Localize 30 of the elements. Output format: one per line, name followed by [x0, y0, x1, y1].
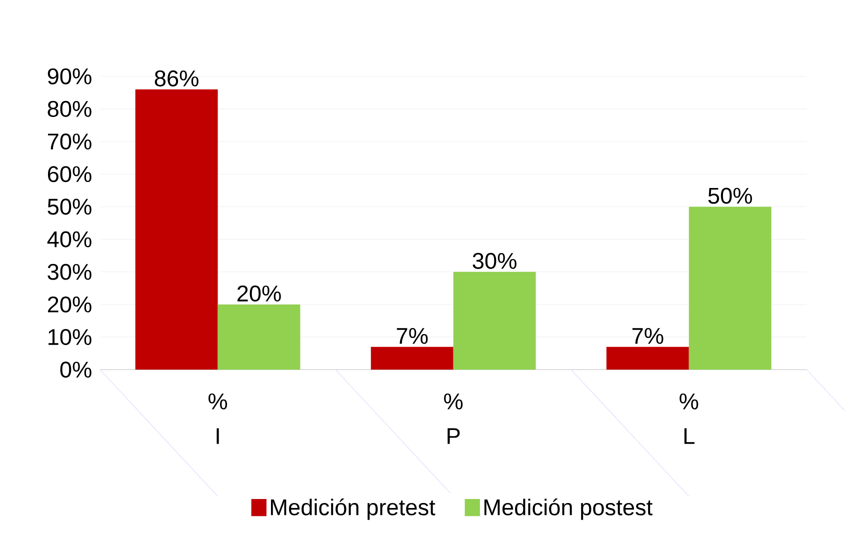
data-label: 50%	[708, 188, 752, 204]
y-tick-label: 70%	[48, 134, 92, 150]
data-label: 30%	[472, 252, 516, 269]
bar	[688, 206, 772, 370]
text: %	[208, 393, 228, 410]
y-tick-label: 30%	[48, 264, 92, 280]
bar	[135, 89, 218, 370]
y-tick-label: 80%	[48, 100, 92, 117]
data-label: 7%	[396, 328, 428, 344]
bar	[606, 346, 689, 370]
y-tick-label: 20%	[48, 296, 92, 313]
y-tick-label: 50%	[48, 198, 92, 215]
data-label: 7%	[632, 328, 664, 344]
x-tick-label: L	[684, 428, 694, 444]
bar	[218, 304, 300, 370]
bar	[370, 346, 454, 370]
x-tick-label: P	[448, 428, 460, 444]
x-tick-label: I	[216, 428, 219, 444]
bar	[453, 272, 536, 370]
legend-label: Medición pretest	[271, 498, 436, 520]
data-label: 86%	[154, 70, 198, 86]
data-label: 20%	[237, 286, 281, 302]
y-tick-label: 90%	[48, 68, 92, 84]
y-tick-label: 40%	[47, 231, 92, 248]
text: %	[680, 393, 698, 410]
legend-label: Medición postest	[484, 498, 652, 520]
y-tick-label: 0%	[60, 362, 92, 378]
y-tick-label: 60%	[48, 166, 92, 182]
text: %	[444, 393, 463, 410]
y-tick-label: 10%	[48, 329, 92, 346]
